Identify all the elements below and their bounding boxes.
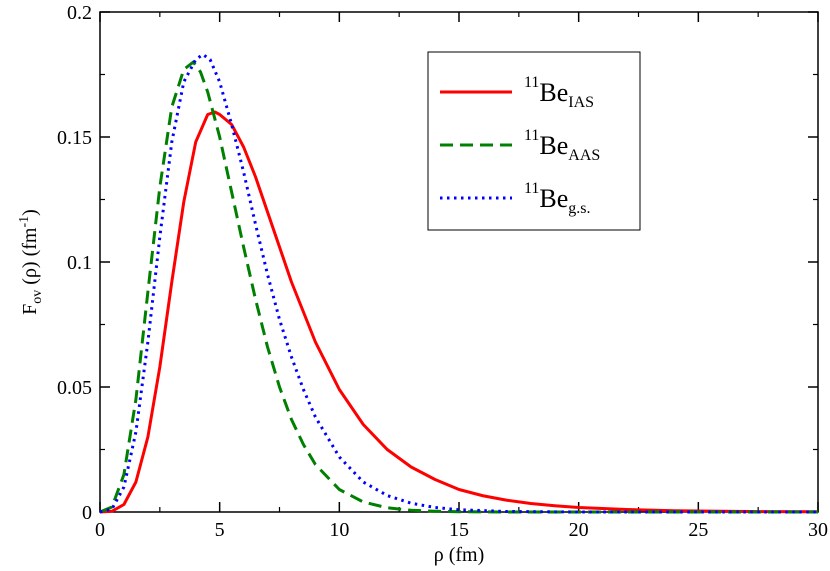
legend-label: 11BeAAS: [524, 127, 600, 164]
legend-label: 11BeIAS: [524, 74, 594, 111]
y-tick-label: 0: [82, 502, 92, 524]
series-line: [99, 53, 818, 514]
legend: 11BeIAS 11BeAAS 11Beg.s.: [427, 51, 641, 231]
legend-box: [427, 51, 641, 231]
x-tick-label: 5: [215, 519, 225, 541]
x-tick-label: 30: [808, 519, 828, 541]
y-axis-label: Fov (ρ) (fm-1): [17, 209, 45, 315]
x-tick-label: 25: [688, 519, 708, 541]
legend-label: 11Beg.s.: [524, 180, 591, 217]
y-tick-label: 0.05: [57, 377, 92, 399]
x-axis-label: ρ (fm): [434, 544, 485, 566]
y-tick-label: 0.2: [67, 2, 92, 24]
series-line: [99, 110, 819, 514]
x-tick-label: 15: [449, 519, 469, 541]
series-layer: [99, 53, 819, 514]
x-tick-label: 0: [95, 519, 105, 541]
series-line: [99, 60, 818, 514]
y-tick-label: 0.1: [67, 252, 92, 274]
axis-tick-labels: 0 5 10 15 20 25 30 0 0.05 0.1 0.15 0.2: [57, 2, 828, 541]
x-tick-label: 10: [329, 519, 349, 541]
x-tick-label: 20: [569, 519, 589, 541]
y-tick-label: 0.15: [57, 127, 92, 149]
